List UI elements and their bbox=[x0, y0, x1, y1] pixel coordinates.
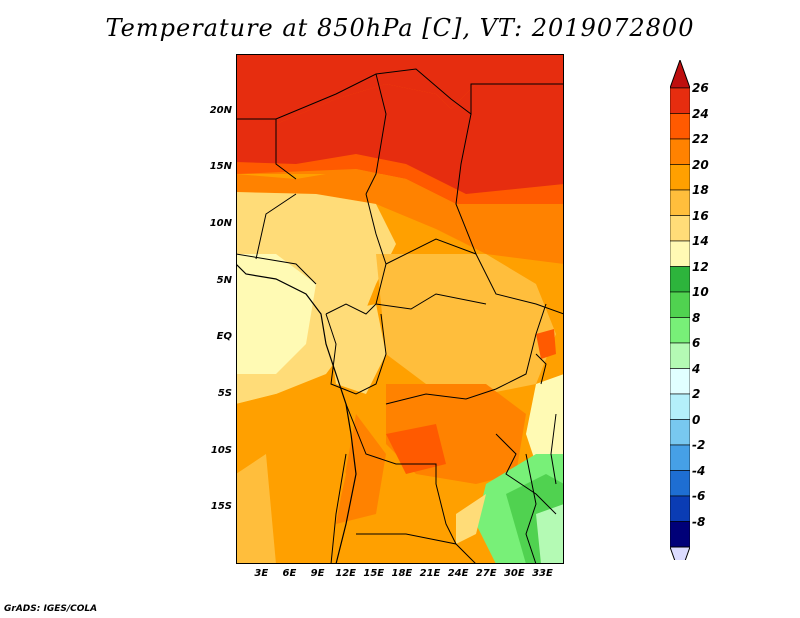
colorbar-segment bbox=[670, 87, 690, 114]
lat-tick-label: 15N bbox=[209, 161, 232, 173]
colorbar-segment bbox=[670, 368, 690, 395]
colorbar-level-label: 16 bbox=[692, 208, 709, 223]
colorbar-level-label: 10 bbox=[692, 285, 709, 299]
lon-tick-label: 15E bbox=[363, 568, 385, 579]
colorbar-level-label: 8 bbox=[692, 310, 701, 325]
colorbar-level-label: 18 bbox=[692, 183, 709, 197]
colorbar bbox=[670, 60, 690, 560]
colorbar-level-label: 2 bbox=[692, 387, 701, 401]
lon-tick-label: 3E bbox=[254, 568, 269, 579]
colorbar-level-label: -4 bbox=[692, 463, 706, 478]
colorbar-level-label: 12 bbox=[692, 259, 709, 274]
lon-tick-label: 9E bbox=[310, 568, 325, 579]
lat-tick-label: 20N bbox=[209, 104, 232, 116]
lon-tick-label: 33E bbox=[532, 568, 553, 579]
lon-tick-label: 12E bbox=[335, 568, 357, 579]
lat-tick-label: 10N bbox=[209, 218, 232, 229]
colorbar-level-label: 22 bbox=[692, 132, 709, 146]
colorbar-level-label: -2 bbox=[692, 438, 706, 452]
colorbar-segment bbox=[670, 240, 690, 267]
colorbar-segment bbox=[670, 215, 690, 242]
lon-tick-label: 18E bbox=[391, 568, 413, 579]
colorbar-segment bbox=[670, 113, 690, 140]
lat-tick-label: 15S bbox=[210, 501, 232, 513]
colorbar-segment bbox=[670, 164, 690, 191]
colorbar-level-label: 20 bbox=[692, 157, 709, 172]
colorbar-segment bbox=[670, 266, 690, 293]
colorbar-segment bbox=[670, 495, 690, 522]
temperature-fill bbox=[236, 54, 564, 564]
map-frame bbox=[236, 54, 564, 564]
colorbar-bottom-arrow bbox=[670, 546, 690, 560]
temperature-map bbox=[235, 54, 565, 565]
lat-tick-label: 10S bbox=[210, 444, 232, 456]
coastline bbox=[235, 263, 357, 565]
colorbar-level-label: -8 bbox=[692, 514, 706, 529]
colorbar-level-label: 6 bbox=[692, 336, 701, 350]
colorbar-level-label: 26 bbox=[692, 81, 709, 95]
lat-tick-label: 5N bbox=[216, 274, 232, 286]
colorbar-level-label: -6 bbox=[692, 489, 706, 503]
colorbar-level-label: 24 bbox=[692, 106, 709, 121]
lon-tick-label: 30E bbox=[503, 568, 525, 579]
colorbar-segment bbox=[670, 470, 690, 497]
map-canvas bbox=[235, 54, 565, 565]
lon-tick-label: 21E bbox=[419, 568, 441, 579]
lon-tick-label: 27E bbox=[475, 568, 497, 579]
colorbar-segment bbox=[670, 342, 690, 369]
country-borders bbox=[235, 68, 565, 565]
lat-tick-label: 5S bbox=[217, 388, 232, 399]
colorbar-segment bbox=[670, 393, 690, 420]
colorbar-segment bbox=[670, 291, 690, 318]
lat-tick-label: EQ bbox=[216, 331, 232, 343]
colorbar-segment bbox=[670, 138, 690, 165]
map-title: Temperature at 850hPa [C], VT: 201907280… bbox=[105, 14, 695, 42]
colorbar-segment bbox=[670, 419, 690, 446]
lon-tick-label: 24E bbox=[447, 568, 469, 579]
colorbar-level-label: 0 bbox=[692, 412, 701, 427]
colorbar-segment bbox=[670, 317, 690, 344]
colorbar-segment bbox=[670, 521, 690, 548]
colorbar-level-label: 14 bbox=[692, 234, 709, 248]
colorbar-level-label: 4 bbox=[692, 361, 701, 376]
colorbar-segment bbox=[670, 444, 690, 471]
grads-credit: GrADS: IGES/COLA bbox=[4, 604, 98, 614]
colorbar-top-arrow bbox=[670, 60, 690, 89]
lon-tick-label: 6E bbox=[282, 568, 297, 579]
colorbar-segment bbox=[670, 189, 690, 216]
